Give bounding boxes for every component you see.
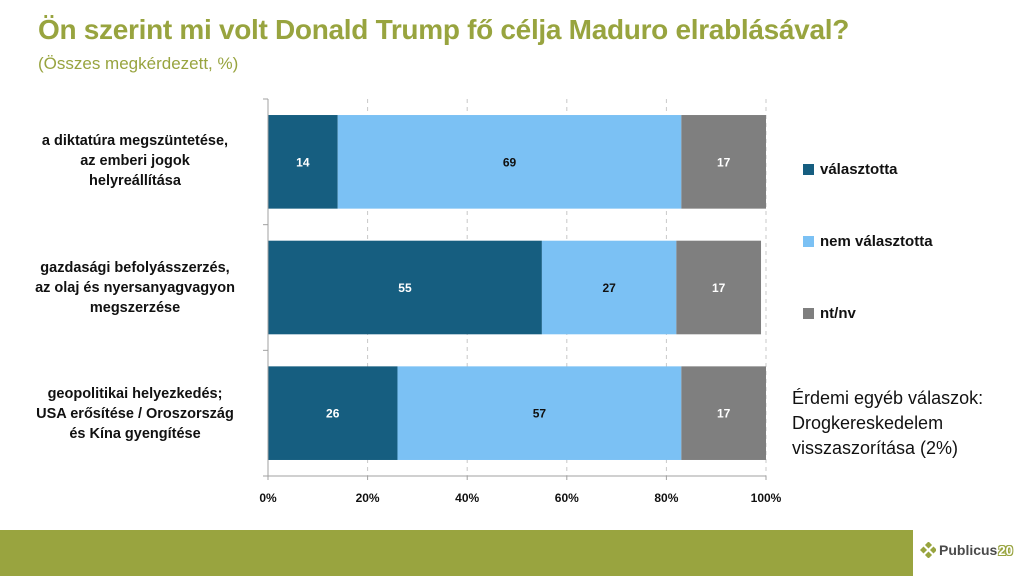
x-tick-label: 100%	[751, 491, 782, 505]
footer-band	[0, 530, 913, 576]
data-label: 17	[717, 155, 731, 169]
data-label: 69	[503, 155, 517, 169]
note-line: Drogkereskedelem	[792, 413, 944, 433]
bar-segment	[337, 115, 682, 209]
bar-segment	[681, 115, 766, 209]
category-label-line: megszerzése	[89, 300, 181, 316]
bar-segment	[268, 240, 542, 335]
bar-segment	[397, 366, 682, 460]
category-label-line: a diktatúra megszüntetése,	[41, 133, 229, 149]
category-label-line: geopolitikai helyezkedés;	[47, 386, 223, 402]
x-tick-label: 0%	[259, 491, 277, 505]
data-label: 55	[398, 281, 412, 295]
category-label-line: az olaj és nyersanyagvagyon	[35, 280, 235, 296]
x-tick-label: 80%	[654, 491, 678, 505]
note-line: Érdemi egyéb válaszok:	[792, 388, 984, 408]
category-label-2: geopolitikai helyezkedés; USA erősítése …	[10, 384, 260, 444]
category-label-line: gazdasági befolyásszerzés,	[40, 260, 230, 276]
bar-segment	[681, 366, 766, 460]
publicus-logo: Publicus 20	[920, 542, 1013, 558]
chart-title: Ön szerint mi volt Donald Trump fő célja…	[38, 14, 849, 45]
category-label-line: helyreállítása	[89, 173, 181, 189]
x-tick-label: 20%	[356, 491, 380, 505]
data-label: 17	[712, 281, 726, 295]
other-answers-note: Érdemi egyéb válaszok: Drogkereskedelem …	[792, 386, 1022, 461]
category-label-line: az emberi jogok	[80, 153, 190, 169]
data-label: 57	[533, 407, 547, 421]
category-label-line: és Kína gyengítése	[69, 426, 201, 442]
legend-label: választotta	[820, 161, 898, 178]
legend-swatch-ntnv	[803, 308, 814, 319]
bar-segment	[541, 240, 677, 335]
legend-item-ntnv: nt/nv	[803, 305, 856, 322]
legend-swatch-valasztotta	[803, 164, 814, 175]
logo-text: Publicus	[939, 542, 998, 558]
legend-item-valasztotta: választotta	[803, 161, 898, 178]
logo-number: 20	[998, 542, 1013, 558]
data-label: 17	[717, 407, 731, 421]
category-label-line: USA erősítése / Oroszország	[36, 406, 234, 422]
category-label-0: a diktatúra megszüntetése, az emberi jog…	[10, 131, 260, 191]
bar-segment	[268, 366, 398, 460]
data-label: 14	[296, 155, 310, 169]
category-label-1: gazdasági befolyásszerzés, az olaj és ny…	[10, 258, 260, 318]
chart-subtitle: (Összes megkérdezett, %)	[38, 54, 239, 73]
bar-segment	[268, 115, 338, 209]
bar-segment	[676, 240, 762, 335]
legend-label: nem választotta	[820, 233, 933, 250]
note-line: visszaszorítása (2%)	[792, 438, 959, 458]
publicus-logo-icon	[920, 542, 936, 558]
data-label: 26	[326, 407, 340, 421]
legend-item-nem-valasztotta: nem választotta	[803, 233, 933, 250]
legend-label: nt/nv	[820, 305, 856, 322]
data-label: 27	[602, 281, 616, 295]
x-tick-label: 60%	[555, 491, 579, 505]
legend-swatch-nem-valasztotta	[803, 236, 814, 247]
x-tick-label: 40%	[455, 491, 479, 505]
